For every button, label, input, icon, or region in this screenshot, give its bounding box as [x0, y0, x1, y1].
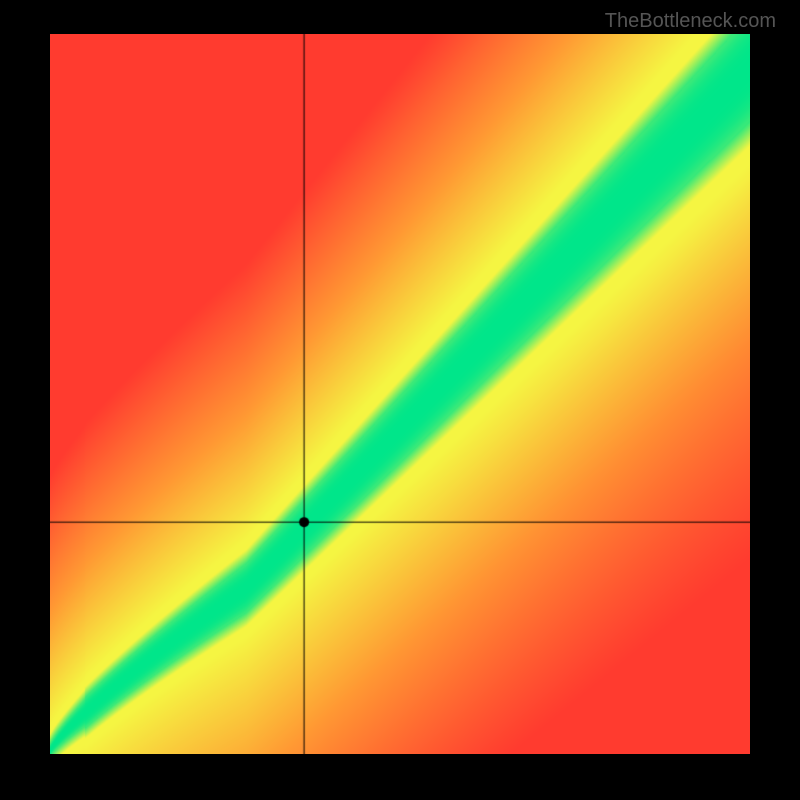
watermark-text: TheBottleneck.com [605, 10, 776, 33]
chart-container: TheBottleneck.com [0, 0, 800, 800]
bottleneck-heatmap [50, 34, 750, 754]
